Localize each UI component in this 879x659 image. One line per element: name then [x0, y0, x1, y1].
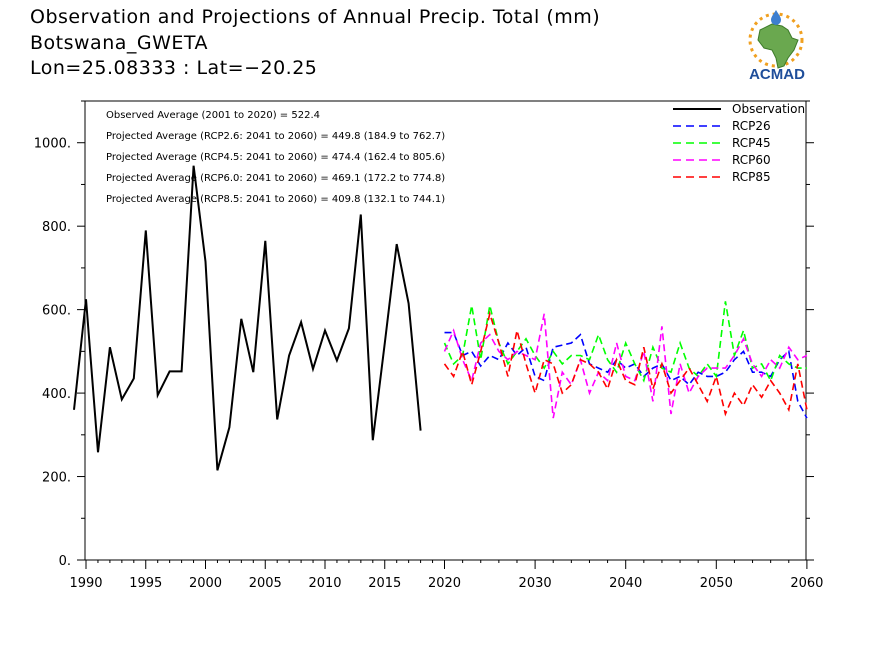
x-tick-label: 2020 [428, 576, 461, 591]
water-drop-icon [771, 10, 781, 25]
series-line-observation [73, 165, 422, 471]
x-tick-label: 1990 [69, 576, 102, 591]
legend-label: RCP85 [732, 170, 771, 184]
y-tick-label: 1000. [34, 137, 71, 152]
stats-annotation: Observed Average (2001 to 2020) = 522.4 [106, 110, 320, 121]
chart-title: Observation and Projections of Annual Pr… [30, 6, 601, 28]
legend-label: RCP26 [732, 119, 771, 133]
series-line-rcp45 [443, 301, 807, 383]
x-tick-label: 2060 [790, 576, 823, 591]
y-tick-label: 200. [42, 471, 71, 486]
station-name: Botswana_GWETA [30, 32, 209, 54]
y-tick-label: 0. [59, 554, 71, 569]
y-tick-label: 400. [42, 387, 71, 402]
stats-annotation: Projected Average (RCP8.5: 2041 to 2060)… [106, 194, 445, 205]
x-tick-label: 2005 [249, 576, 282, 591]
legend-label: RCP60 [732, 153, 771, 167]
stats-annotation: Projected Average (RCP4.5: 2041 to 2060)… [106, 152, 445, 163]
legend-label: Observation [732, 102, 805, 116]
x-tick-label: 2050 [700, 576, 733, 591]
x-tick-label: 2000 [189, 576, 222, 591]
x-tick-label: 2015 [368, 576, 401, 591]
y-tick-label: 800. [42, 220, 71, 235]
x-tick-label: 1995 [129, 576, 162, 591]
x-tick-label: 2040 [609, 576, 642, 591]
station-coordinates: Lon=25.08333 : Lat=−20.25 [30, 57, 318, 79]
africa-map-icon [757, 23, 799, 69]
plot-frame [84, 100, 807, 561]
stats-annotation: Projected Average (RCP6.0: 2041 to 2060)… [106, 173, 445, 184]
legend-label: RCP45 [732, 136, 771, 150]
x-tick-label: 2030 [519, 576, 552, 591]
series-line-rcp26 [444, 331, 808, 419]
acmad-logo-text: ACMAD [749, 66, 805, 83]
series-line-rcp85 [443, 310, 808, 417]
stats-annotation: Projected Average (RCP2.6: 2041 to 2060)… [106, 131, 445, 142]
acmad-logo: ACMAD [748, 10, 805, 83]
x-tick-label: 2010 [308, 576, 341, 591]
series-line-rcp60 [443, 313, 808, 419]
y-tick-label: 600. [42, 304, 71, 319]
